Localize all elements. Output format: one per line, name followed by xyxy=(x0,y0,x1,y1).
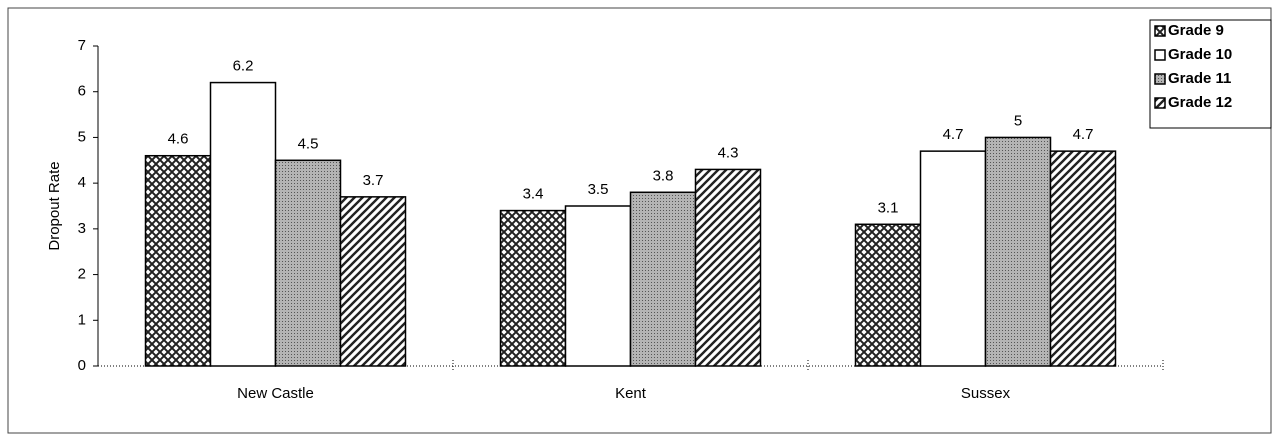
legend-swatch xyxy=(1154,25,1166,37)
bar xyxy=(854,223,922,367)
x-tick-label: Kent xyxy=(615,385,647,402)
legend-box xyxy=(1149,19,1272,129)
bar xyxy=(144,154,212,367)
y-tick-label: 5 xyxy=(78,128,86,145)
x-tick-label: New Castle xyxy=(237,385,314,402)
y-tick-label: 2 xyxy=(78,266,86,283)
bar xyxy=(694,168,762,367)
chart-border xyxy=(7,7,1272,434)
data-label: 4.7 xyxy=(1073,126,1094,143)
legend-swatch xyxy=(1154,97,1166,109)
data-label: 3.8 xyxy=(653,167,674,184)
y-tick-label: 4 xyxy=(78,174,86,191)
y-tick-label: 6 xyxy=(78,83,86,100)
bar xyxy=(209,81,277,367)
data-label: 3.7 xyxy=(363,172,384,189)
data-label: 4.3 xyxy=(718,144,739,161)
bar xyxy=(984,136,1052,367)
y-tick-label: 0 xyxy=(78,357,86,374)
y-tick-label: 7 xyxy=(78,37,86,54)
data-label: 4.7 xyxy=(943,126,964,143)
legend-label: Grade 11 xyxy=(1168,70,1231,87)
y-axis-label: Dropout Rate xyxy=(46,161,63,250)
legend-swatch xyxy=(1154,73,1166,85)
data-label: 5 xyxy=(1014,112,1022,129)
y-tick-label: 3 xyxy=(78,220,86,237)
bar xyxy=(274,159,342,367)
data-label: 3.5 xyxy=(588,181,609,198)
bar xyxy=(564,205,632,367)
data-label: 3.4 xyxy=(523,186,544,203)
x-tick-label: Sussex xyxy=(961,385,1011,402)
data-label: 4.5 xyxy=(298,135,319,152)
bar xyxy=(499,209,567,367)
bar xyxy=(919,150,987,367)
legend-label: Grade 9 xyxy=(1168,22,1224,39)
bar xyxy=(1049,150,1117,367)
data-label: 4.6 xyxy=(168,131,189,148)
bar xyxy=(629,191,697,367)
y-tick-label: 1 xyxy=(78,311,86,328)
data-label: 3.1 xyxy=(878,199,899,216)
legend-swatch xyxy=(1154,49,1166,61)
data-label: 6.2 xyxy=(233,58,254,75)
bar xyxy=(339,196,407,367)
legend-label: Grade 10 xyxy=(1168,46,1232,63)
legend-label: Grade 12 xyxy=(1168,94,1232,111)
